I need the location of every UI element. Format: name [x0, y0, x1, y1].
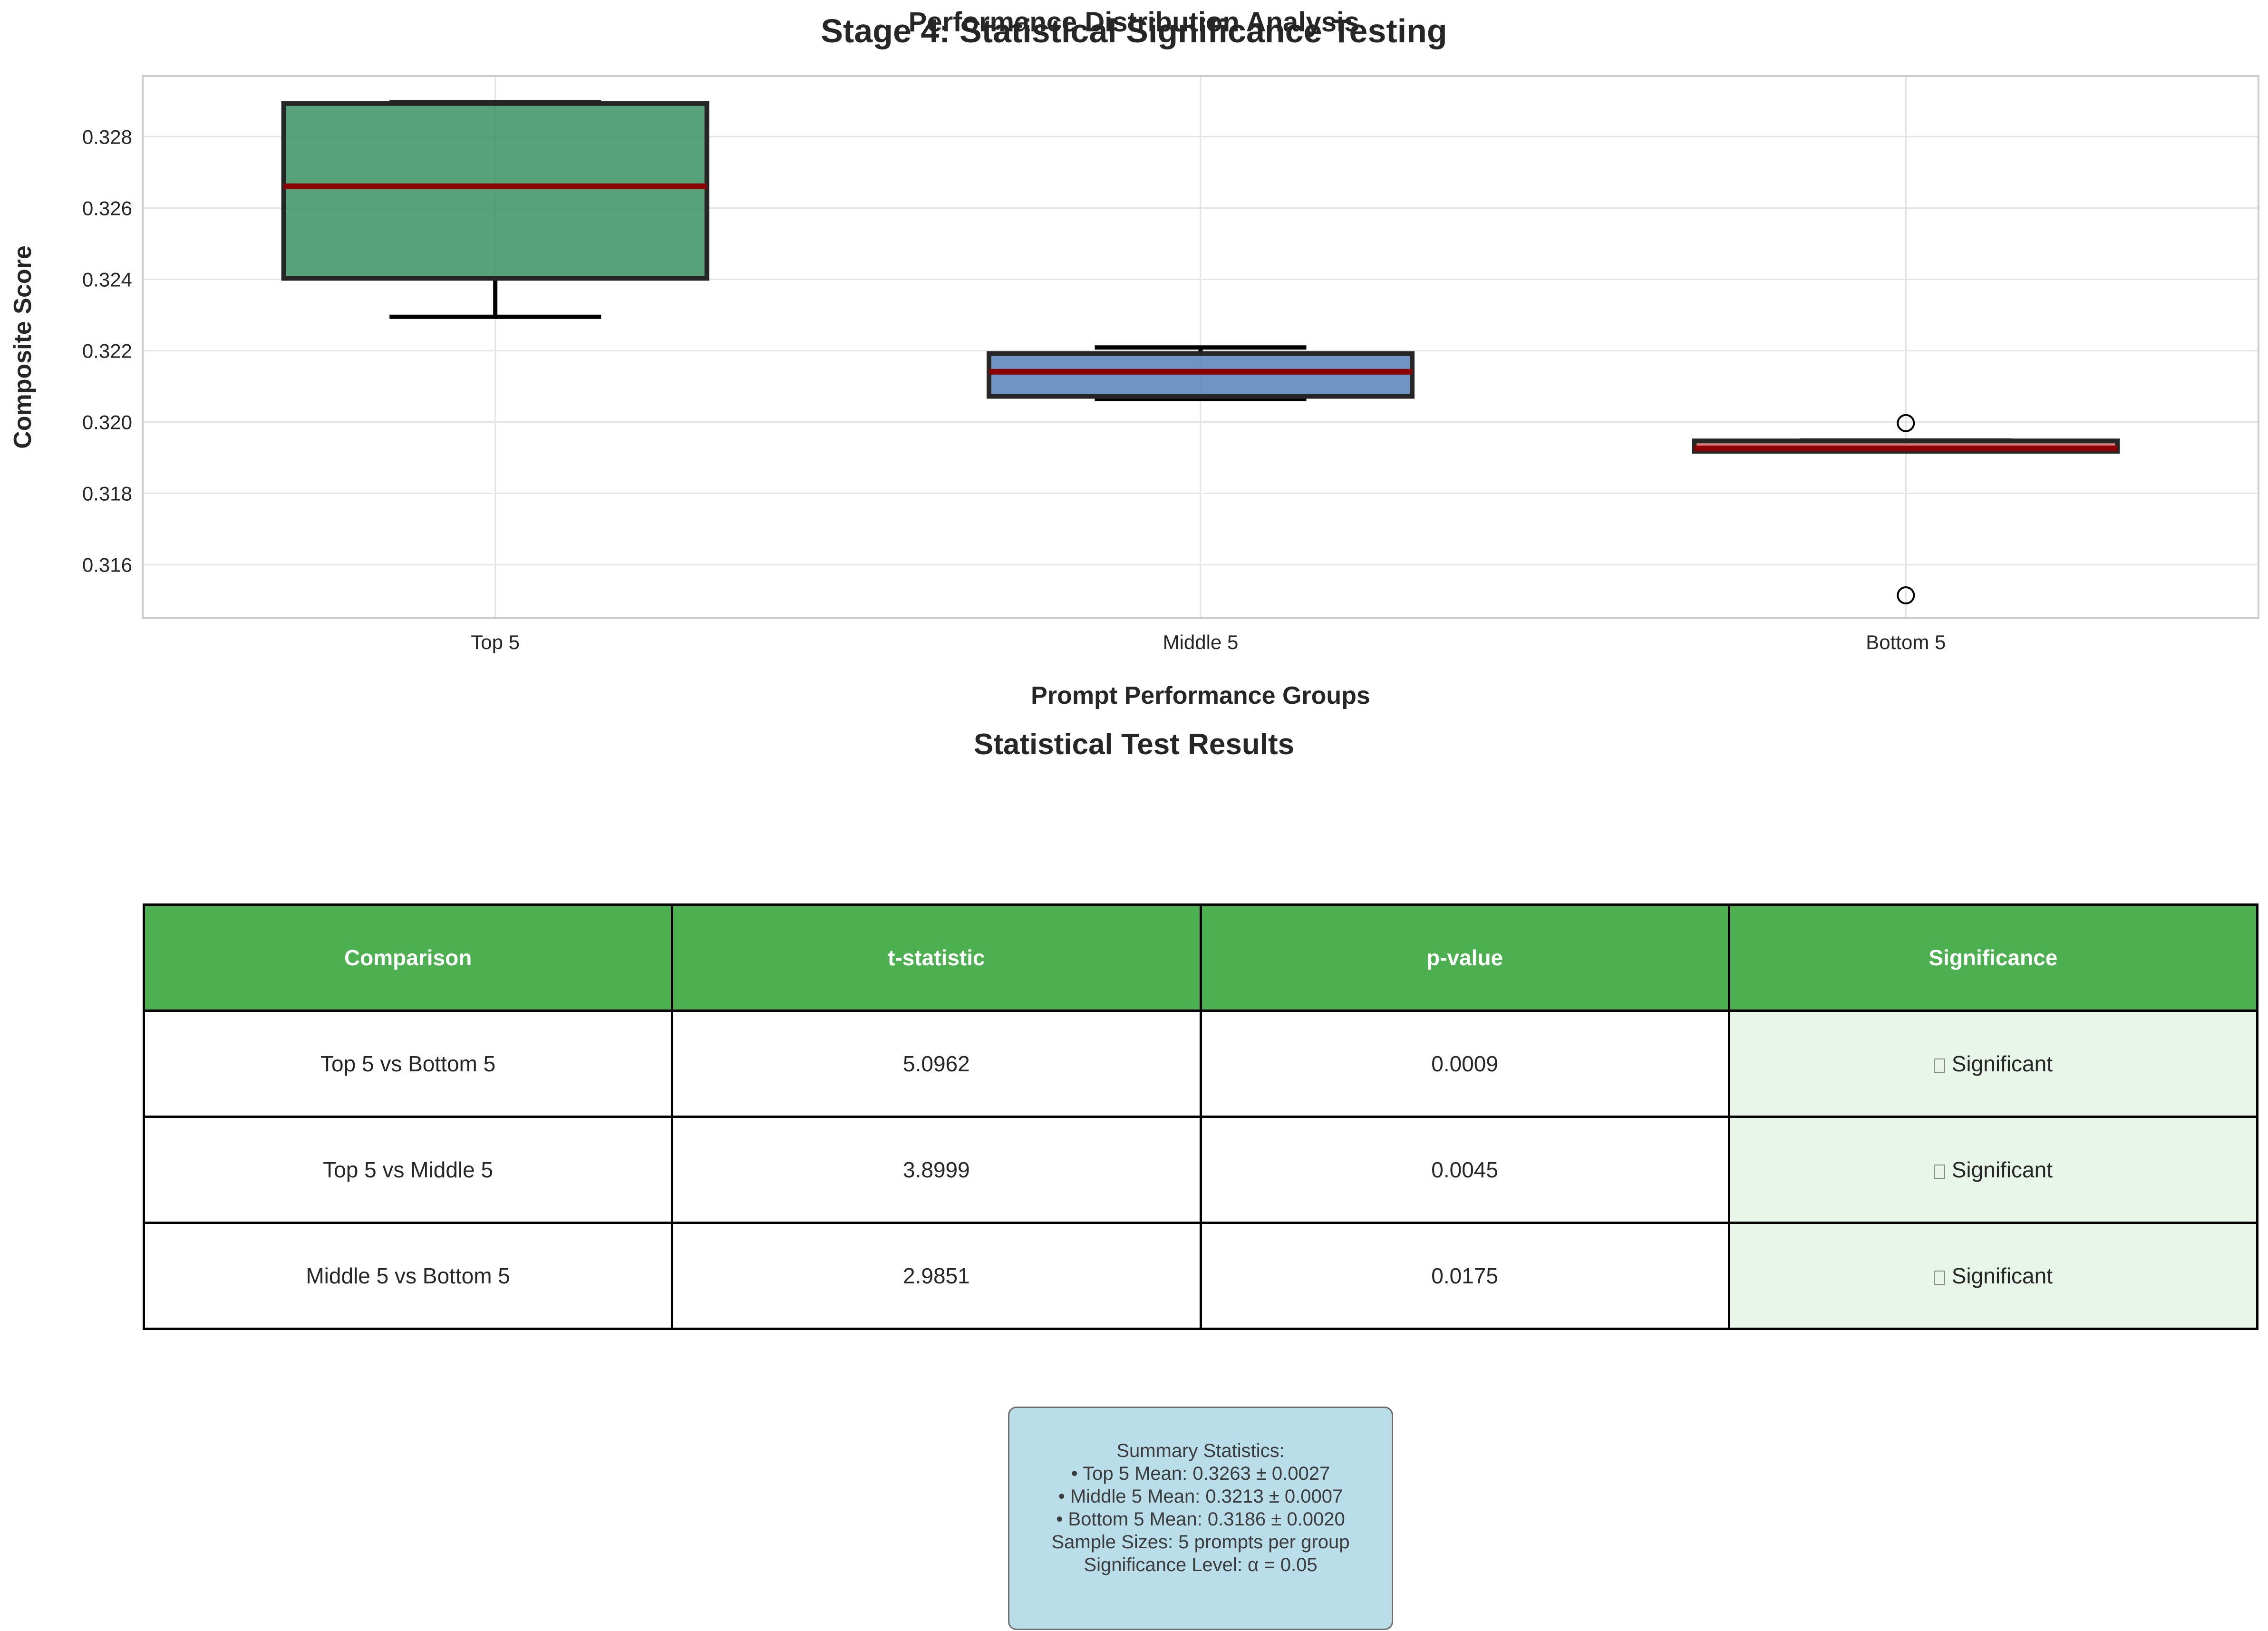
- summary-line: • Middle 5 Mean: 0.3213 ± 0.0007: [1058, 1486, 1343, 1507]
- missing-glyph-icon: [1933, 1164, 1945, 1179]
- box-plot: 0.316 0.318 0.320 0.322 0.324 0.326 0.328 Top …: [9, 75, 2259, 709]
- significance-label: Significant: [1951, 1051, 2053, 1076]
- significance-label: Significant: [1951, 1263, 2053, 1288]
- header-comparison: Comparison: [142, 903, 674, 1012]
- summary-line: • Top 5 Mean: 0.3263 ± 0.0027: [1071, 1463, 1330, 1484]
- significance-label: Significant: [1951, 1157, 2053, 1182]
- summary-line: Significance Level: α = 0.05: [1084, 1554, 1318, 1575]
- missing-glyph-icon: [1933, 1058, 1945, 1073]
- outlier-point: [1897, 586, 1915, 604]
- summary-statistics-box: Summary Statistics: • Top 5 Mean: 0.3263…: [1008, 1407, 1393, 1630]
- iqr-box: [281, 101, 709, 281]
- table-row: Middle 5 vs Bottom 5 2.9851 0.0175 Signi…: [142, 1222, 2259, 1330]
- y-tick-label: 0.328: [82, 126, 132, 148]
- significance-cell: Significant: [1727, 1010, 2259, 1118]
- p-value-cell: 0.0009: [1199, 1010, 1730, 1118]
- y-tick-label: 0.322: [82, 340, 132, 362]
- table-header-row: Comparison t-statistic p-value Significa…: [142, 903, 2259, 1012]
- comparison-cell: Middle 5 vs Bottom 5: [142, 1222, 674, 1330]
- table-row: Top 5 vs Bottom 5 5.0962 0.0009 Signific…: [142, 1010, 2259, 1118]
- table-row: Top 5 vs Middle 5 3.8999 0.0045 Signific…: [142, 1116, 2259, 1224]
- significance-cell: Significant: [1727, 1222, 2259, 1330]
- x-tick-label: Bottom 5: [1866, 631, 1946, 653]
- box-middle-5: [987, 345, 1415, 401]
- y-tick-label: 0.324: [82, 269, 132, 291]
- t-statistic-cell: 5.0962: [671, 1010, 1202, 1118]
- results-table: Comparison t-statistic p-value Significa…: [142, 903, 2259, 1330]
- chart-subtitle: Performance Distribution Analysis: [908, 7, 1360, 38]
- t-statistic-cell: 3.8999: [671, 1116, 1202, 1224]
- y-tick-label: 0.320: [82, 411, 132, 434]
- x-tick-label: Middle 5: [1163, 631, 1239, 653]
- header-p-value: p-value: [1199, 903, 1730, 1012]
- table-title: Statistical Test Results: [973, 728, 1295, 761]
- box-top-5: [281, 100, 709, 319]
- figure-title: Stage 4: Statistical Significance Testin…: [821, 12, 1447, 49]
- summary-line: • Bottom 5 Mean: 0.3186 ± 0.0020: [1056, 1509, 1345, 1530]
- summary-line: Sample Sizes: 5 prompts per group: [1051, 1532, 1350, 1553]
- plot-frame: [142, 75, 2259, 619]
- comparison-cell: Top 5 vs Bottom 5: [142, 1010, 674, 1118]
- p-value-cell: 0.0175: [1199, 1222, 1730, 1330]
- y-axis-label: Composite Score: [9, 245, 37, 449]
- header-significance: Significance: [1727, 903, 2259, 1012]
- y-tick-label: 0.316: [82, 554, 132, 576]
- x-axis-label: Prompt Performance Groups: [1031, 682, 1370, 709]
- t-statistic-cell: 2.9851: [671, 1222, 1202, 1330]
- comparison-cell: Top 5 vs Middle 5: [142, 1116, 674, 1224]
- header-t-statistic: t-statistic: [671, 903, 1202, 1012]
- box-bottom-5: [1692, 414, 2120, 604]
- summary-line: Summary Statistics:: [1116, 1440, 1285, 1461]
- p-value-cell: 0.0045: [1199, 1116, 1730, 1224]
- x-tick-label: Top 5: [471, 631, 520, 653]
- significance-cell: Significant: [1727, 1116, 2259, 1224]
- outlier-point: [1897, 414, 1915, 432]
- iqr-box: [987, 351, 1415, 399]
- missing-glyph-icon: [1933, 1270, 1945, 1285]
- y-tick-label: 0.326: [82, 197, 132, 220]
- y-tick-label: 0.318: [82, 483, 132, 505]
